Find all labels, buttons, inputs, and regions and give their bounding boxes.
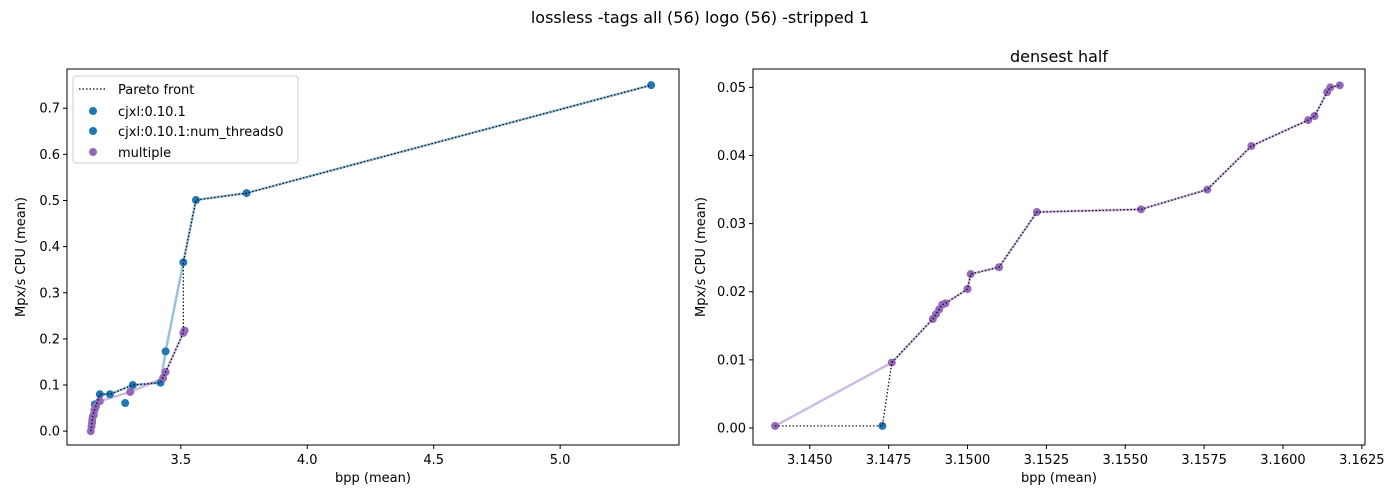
chart0-x-ticks: 3.5 4.0 4.5 5.0 (170, 445, 570, 468)
legend-entry-cjxl-threads: cjxl:0.10.1:num_threads0 (118, 125, 283, 140)
chart0-point-cjxl-0-10-1-num-threads0-0 (121, 399, 130, 408)
chart0-xlabel: bpp (mean) (335, 471, 411, 486)
chart0-y-tick-label: 0.2 (39, 332, 60, 347)
chart1-point-multiple-1 (887, 358, 896, 367)
chart0-y-tick-label: 0.4 (39, 240, 60, 255)
chart0-ylabel: Mpx/s CPU (mean) (14, 197, 29, 317)
legend-frame (72, 75, 299, 164)
chart0-x-tick-label: 3.5 (170, 453, 191, 468)
chart1-x-tick-label: 3.1575 (1181, 453, 1227, 468)
legend-multiple-swatch (89, 148, 97, 156)
chart0-axes-frame (66, 68, 680, 446)
chart0-point-cjxl-0-10-1-3 (128, 381, 137, 390)
chart1-xlabel: bpp (mean) (1021, 471, 1097, 486)
chart1-y-ticks: 0.00 0.01 0.02 0.03 0.04 0.05 (717, 81, 753, 436)
chart1-point-multiple-18 (1335, 81, 1344, 90)
chart1-x-tick-label: 3.1450 (787, 453, 833, 468)
chart1-point-multiple-6 (941, 299, 950, 308)
chart0-point-cjxl-0-10-1-7 (191, 196, 200, 205)
chart0-point-cjxl-0-10-1-5 (161, 347, 170, 356)
figure-suptitle: lossless -tags all (56) logo (56) -strip… (531, 8, 869, 27)
chart1-x-tick-label: 3.1500 (945, 453, 991, 468)
chart1-point-multiple-8 (966, 270, 975, 279)
chart1-point-cjxl-0-10-1-0 (878, 421, 887, 430)
chart1-x-ticks: 3.1450 3.1475 3.1500 3.1525 3.1550 3.1575 3.16… (787, 445, 1385, 468)
chart0-y-tick-label: 0.0 (39, 425, 60, 440)
chart0-x-tick-label: 5.0 (550, 453, 571, 468)
chart0-point-multiple-14 (180, 326, 189, 335)
chart1-pareto-front (775, 84, 1340, 427)
chart1-x-tick-label: 3.1625 (1339, 453, 1385, 468)
chart1-series-line-multiple (774, 84, 1341, 428)
chart1-y-tick-label: 0.01 (717, 353, 746, 368)
chart1-point-multiple-17 (1326, 83, 1335, 92)
chart0-legend: Pareto front cjxl:0.10.1 cjxl:0.10.1:num… (72, 75, 299, 164)
chart0-y-tick-label: 0.5 (39, 194, 60, 209)
chart1-x-tick-label: 3.1475 (866, 453, 912, 468)
chart1-marks (771, 81, 1344, 430)
chart0-y-tick-label: 0.3 (39, 286, 60, 301)
chart0-y-tick-label: 0.7 (39, 102, 60, 117)
legend-entry-multiple: multiple (118, 146, 171, 161)
chart0-x-tick-label: 4.0 (297, 453, 318, 468)
chart0-x-tick-label: 4.5 (423, 453, 444, 468)
chart1-y-tick-label: 0.04 (717, 149, 746, 164)
chart0-y-tick-label: 0.1 (39, 379, 60, 394)
chart0-point-cjxl-0-10-1-1 (95, 390, 104, 399)
chart1-x-tick-label: 3.1600 (1260, 453, 1306, 468)
chart1-point-multiple-7 (963, 285, 972, 294)
chart1-ylabel: Mpx/s CPU (mean) (694, 197, 709, 317)
chart1-x-tick-label: 3.1550 (1102, 453, 1148, 468)
chart0-point-cjxl-0-10-1-6 (179, 258, 188, 267)
legend-entry-pareto: Pareto front (118, 83, 194, 98)
chart1-y-tick-label: 0.03 (717, 217, 746, 232)
chart1-x-tick-label: 3.1525 (1024, 453, 1070, 468)
chart0-point-multiple-10 (126, 387, 135, 396)
chart0-series-line-multiple (89, 329, 186, 432)
chart1-y-tick-label: 0.05 (717, 81, 746, 96)
chart1-y-tick-label: 0.00 (717, 421, 746, 436)
chart0-point-cjxl-0-10-1-2 (105, 390, 114, 399)
chart1-point-multiple-13 (1247, 141, 1256, 150)
chart0-y-tick-label: 0.6 (39, 148, 60, 163)
chart0-y-ticks: 0.0 0.1 0.2 0.3 0.4 0.5 0.6 0.7 (39, 102, 67, 440)
chart1-title: densest half (1010, 47, 1108, 66)
chart1-point-multiple-15 (1310, 112, 1319, 120)
legend-cjxl-swatch (89, 107, 97, 115)
panel-left: 3.5 4.0 4.5 5.0 0.0 0.1 0.2 0.3 0.4 0.5 0.6 0.7 bp… (14, 68, 680, 486)
chart1-y-tick-label: 0.02 (717, 285, 746, 300)
chart1-point-multiple-12 (1203, 185, 1212, 194)
chart1-axes-frame (752, 68, 1366, 446)
panel-right: densest half 3.1450 3.1475 3.1500 3.1525 3.1… (694, 47, 1385, 486)
legend-entry-cjxl: cjxl:0.10.1 (118, 105, 186, 120)
legend-cjxl-threads-swatch (89, 127, 97, 135)
chart0-marks (86, 81, 656, 436)
